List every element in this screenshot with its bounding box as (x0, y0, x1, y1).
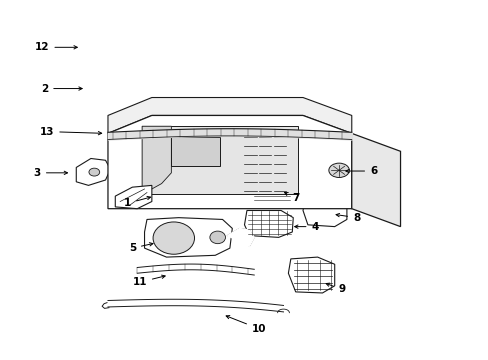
Text: 5: 5 (128, 243, 153, 253)
Polygon shape (115, 185, 152, 209)
Text: 2: 2 (41, 84, 82, 94)
Text: 9: 9 (325, 283, 345, 294)
Text: 12: 12 (35, 42, 77, 52)
Polygon shape (144, 218, 232, 257)
Polygon shape (351, 134, 400, 226)
Ellipse shape (328, 163, 348, 177)
FancyBboxPatch shape (171, 137, 220, 166)
Text: 6: 6 (345, 166, 377, 176)
Polygon shape (108, 98, 351, 134)
Ellipse shape (153, 222, 194, 254)
Text: 3: 3 (34, 168, 67, 178)
Polygon shape (142, 126, 171, 194)
Polygon shape (227, 228, 254, 246)
Polygon shape (288, 257, 334, 293)
Text: 13: 13 (40, 127, 102, 136)
Text: 4: 4 (294, 222, 318, 231)
FancyBboxPatch shape (322, 158, 355, 182)
Text: 1: 1 (123, 197, 150, 208)
Text: 8: 8 (335, 213, 360, 222)
Text: 10: 10 (225, 316, 266, 334)
Text: 11: 11 (132, 275, 165, 287)
Polygon shape (303, 196, 346, 226)
Ellipse shape (89, 168, 100, 176)
Polygon shape (249, 180, 293, 203)
Polygon shape (76, 158, 110, 185)
Polygon shape (244, 211, 293, 237)
FancyBboxPatch shape (142, 126, 298, 194)
Ellipse shape (209, 231, 225, 244)
Text: 7: 7 (284, 193, 299, 203)
Polygon shape (108, 116, 351, 209)
